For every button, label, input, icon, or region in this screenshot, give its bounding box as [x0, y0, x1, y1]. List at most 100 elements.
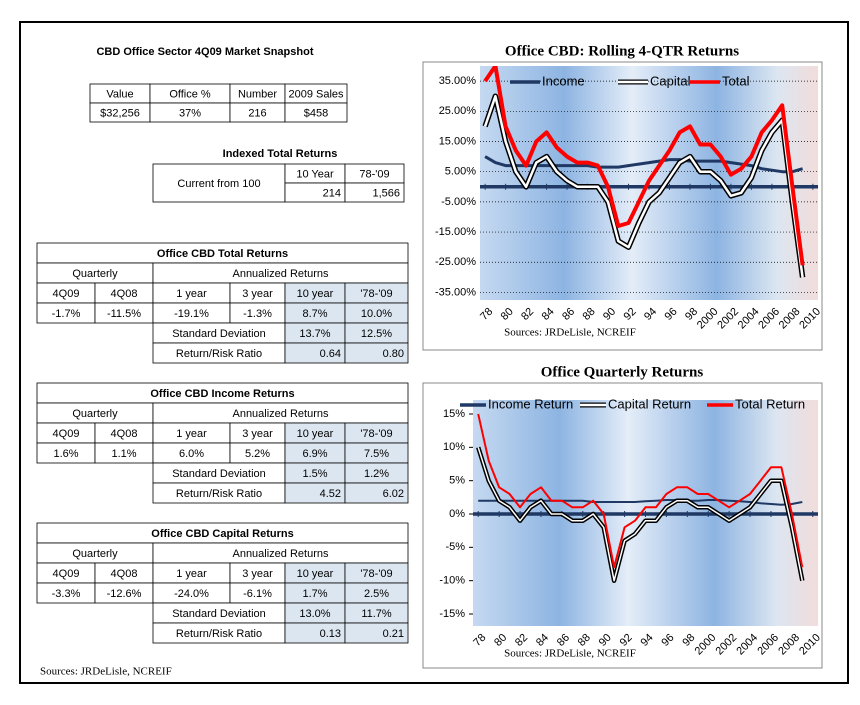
cell-text: 10 year: [297, 288, 334, 300]
cell-text: Office CBD Total Returns: [157, 248, 288, 260]
cell-text: 3 year: [242, 568, 273, 580]
cell-text: Number: [238, 88, 277, 100]
cell-text: 6.9%: [302, 448, 327, 460]
cell-text: $458: [304, 107, 328, 119]
series-group: [476, 413, 805, 583]
cell-text: -24.0%: [174, 588, 209, 600]
cell-text: '78-'09: [360, 288, 392, 300]
cell-text: 1 year: [176, 428, 207, 440]
cell-text: 1 year: [176, 568, 207, 580]
cell-text: -1.7%: [52, 308, 81, 320]
series-line: [478, 499, 803, 506]
legend-label: Income: [542, 73, 585, 88]
chart-title: Office Quarterly Returns: [541, 364, 704, 380]
table-cell: [284, 102, 348, 123]
y-tick-label: 35.00%: [439, 75, 477, 87]
table-cell: [344, 182, 405, 203]
table-cell: [344, 622, 409, 644]
cell-text: Standard Deviation: [172, 328, 266, 340]
table-cell: [344, 482, 409, 504]
cell-text: 10.0%: [361, 308, 392, 320]
cell-text: 1 year: [176, 288, 207, 300]
cell-text: 10 year: [297, 428, 334, 440]
legend-label: Total Return: [735, 396, 805, 411]
cell-text: 6.02: [383, 488, 404, 500]
table-title: CBD Office Sector 4Q09 Market Snapshot: [96, 46, 313, 58]
cell-text: 6.0%: [179, 448, 204, 460]
cell-text: Office CBD Income Returns: [150, 388, 294, 400]
legend-label: Capital: [650, 73, 691, 88]
cell-text: 4Q08: [111, 568, 138, 580]
y-tick-label: 5.00%: [445, 166, 476, 178]
cell-text: 7.5%: [364, 448, 389, 460]
cell-text: Office CBD Capital Returns: [151, 528, 293, 540]
y-tick-label: -5.00%: [441, 196, 476, 208]
cell-text: -3.3%: [52, 588, 81, 600]
series-line: [483, 94, 804, 278]
cell-text: Annualized Returns: [232, 548, 329, 560]
cell-text: -19.1%: [174, 308, 209, 320]
cell-text: 13.7%: [299, 328, 330, 340]
y-tick-label: -25.00%: [435, 256, 476, 268]
series-group: [482, 66, 806, 278]
cell-text: Quarterly: [72, 268, 118, 280]
footer-source: Sources: JRDeLisle, NCREIF: [40, 666, 172, 678]
cell-text: 4Q09: [53, 568, 80, 580]
cell-text: 37%: [179, 107, 201, 119]
cell-text: 10 year: [297, 568, 334, 580]
cell-text: 4Q08: [111, 428, 138, 440]
legend-label: Income Return: [488, 396, 573, 411]
cell-text: 214: [323, 187, 341, 199]
cell-text: Return/Risk Ratio: [176, 348, 262, 360]
cell-text: 78-'09: [359, 168, 389, 180]
cell-text: 2009 Sales: [288, 88, 344, 100]
cell-text: 3 year: [242, 428, 273, 440]
table-title: Indexed Total Returns: [223, 148, 338, 160]
cell-text: -11.5%: [107, 308, 141, 320]
cell-text: 3 year: [242, 288, 273, 300]
y-tick-label: 25.00%: [439, 105, 477, 117]
legend-label: Total: [722, 73, 750, 88]
cell-text: -6.1%: [243, 588, 272, 600]
cell-text: 0.13: [320, 628, 341, 640]
y-tick-label: 0%: [449, 508, 465, 520]
cell-text: $32,256: [100, 107, 140, 119]
series-line: [483, 66, 805, 266]
cell-text: -12.6%: [107, 588, 142, 600]
table-cell: [344, 342, 409, 364]
y-tick-label: 15.00%: [439, 135, 477, 147]
series-line: [477, 447, 804, 582]
cell-text: Office %: [169, 88, 211, 100]
cell-text: 5.2%: [245, 448, 270, 460]
y-tick-label: -35.00%: [435, 286, 476, 298]
cell-text: 0.80: [383, 348, 404, 360]
chart-source: Sources: JRDeLisle, NCREIF: [504, 648, 636, 660]
legend-label: Capital Return: [608, 396, 691, 411]
y-tick-label: -5%: [445, 541, 465, 553]
cell-text: 4.52: [320, 488, 341, 500]
cell-text: 4Q09: [53, 428, 80, 440]
cell-text: Value: [106, 88, 133, 100]
cell-text: 2.5%: [364, 588, 389, 600]
cell-text: 1,566: [372, 187, 400, 199]
y-tick-label: 5%: [449, 475, 465, 487]
cell-text: 216: [248, 107, 266, 119]
cell-text: 1.1%: [111, 448, 136, 460]
cell-text: 0.21: [383, 628, 404, 640]
cell-text: 12.5%: [361, 328, 392, 340]
cell-text: Quarterly: [72, 548, 118, 560]
cell-text: 8.7%: [302, 308, 327, 320]
cell-text: 1.6%: [53, 448, 78, 460]
cell-text: '78-'09: [360, 568, 392, 580]
page-border: [19, 21, 849, 684]
cell-text: 0.64: [320, 348, 341, 360]
cell-text: Quarterly: [72, 408, 118, 420]
cell-text: 1.2%: [364, 468, 389, 480]
cell-text: 11.7%: [361, 608, 392, 620]
cell-text: '78-'09: [360, 428, 392, 440]
cell-text: Annualized Returns: [232, 408, 329, 420]
y-tick-label: -15%: [439, 608, 465, 620]
chart-source: Sources: JRDeLisle, NCREIF: [504, 327, 636, 339]
cell-text: Return/Risk Ratio: [176, 628, 262, 640]
